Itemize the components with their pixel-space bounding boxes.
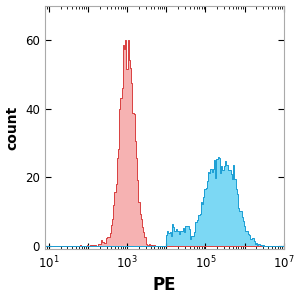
X-axis label: PE: PE	[152, 276, 176, 294]
Polygon shape	[45, 40, 284, 246]
Y-axis label: count: count	[6, 105, 20, 150]
Polygon shape	[45, 157, 284, 246]
